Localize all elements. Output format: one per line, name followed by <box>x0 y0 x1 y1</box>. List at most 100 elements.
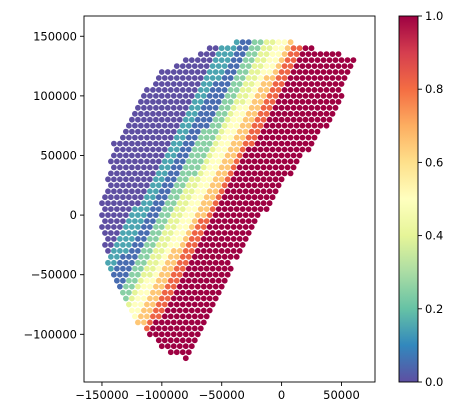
scatter-point <box>117 248 123 254</box>
scatter-point <box>194 283 201 290</box>
scatter-point <box>209 265 216 272</box>
scatter-point <box>153 164 159 171</box>
scatter-point <box>138 122 144 129</box>
scatter-point <box>164 259 171 266</box>
scatter-point <box>206 69 213 75</box>
scatter-point <box>203 122 210 129</box>
scatter-point <box>218 152 225 159</box>
scatter-point <box>254 140 261 147</box>
scatter-point <box>179 242 186 248</box>
scatter-point <box>179 313 186 320</box>
scatter-point <box>135 104 141 111</box>
scatter-point <box>293 87 300 93</box>
scatter-point <box>245 51 252 57</box>
scatter-point <box>248 212 255 219</box>
scatter-point <box>245 134 252 141</box>
scatter-point <box>239 242 246 248</box>
scatter-point <box>170 248 177 254</box>
scatter-point <box>161 253 168 260</box>
scatter-point <box>138 182 144 189</box>
scatter-point <box>329 87 336 93</box>
scatter-point <box>314 116 321 123</box>
scatter-point <box>215 63 222 69</box>
scatter-point <box>153 188 159 195</box>
scatter-point <box>191 289 198 296</box>
scatter-point <box>239 146 246 153</box>
scatter-point <box>185 218 192 225</box>
scatter-point <box>248 152 255 159</box>
scatter-point <box>105 259 111 266</box>
scatter-point <box>215 194 222 201</box>
scatter-point <box>161 218 168 225</box>
scatter-point <box>191 170 198 177</box>
scatter-point <box>158 343 165 350</box>
scatter-point <box>105 176 111 183</box>
scatter-point <box>278 69 285 75</box>
scatter-point <box>182 164 189 171</box>
scatter-point <box>132 146 138 153</box>
scatter-point <box>272 57 279 63</box>
scatter-point <box>182 283 189 290</box>
scatter-point <box>179 146 186 153</box>
scatter-point <box>191 63 198 69</box>
scatter-point <box>206 236 213 242</box>
scatter-point <box>227 194 234 201</box>
scatter-point <box>236 116 243 123</box>
scatter-point <box>263 182 270 189</box>
scatter-point <box>153 307 159 314</box>
scatter-point <box>299 87 306 93</box>
scatter-point <box>132 289 138 296</box>
scatter-point <box>135 236 141 242</box>
scatter-point <box>263 63 270 69</box>
scatter-point <box>236 45 243 52</box>
scatter-point <box>114 158 120 165</box>
scatter-point <box>176 93 183 99</box>
scatter-point <box>147 236 153 242</box>
scatter-point <box>185 170 192 177</box>
scatter-point <box>197 242 204 248</box>
scatter-point <box>239 170 246 177</box>
scatter-point <box>215 289 222 296</box>
scatter-point <box>200 307 207 314</box>
scatter-point <box>224 212 231 219</box>
scatter-point <box>248 57 255 63</box>
scatter-point <box>191 253 198 260</box>
scatter-point <box>176 259 183 266</box>
scatter-point <box>185 230 192 236</box>
scatter-point <box>185 337 192 344</box>
scatter-point <box>123 140 129 147</box>
scatter-point <box>164 69 171 75</box>
scatter-point <box>209 206 216 213</box>
scatter-point <box>254 81 261 87</box>
scatter-point <box>179 337 186 344</box>
scatter-point <box>185 98 192 105</box>
scatter-point <box>197 98 204 105</box>
scatter-point <box>311 122 318 129</box>
scatter-point <box>230 116 237 123</box>
scatter-point <box>141 188 147 195</box>
scatter-point <box>167 98 174 105</box>
scatter-point <box>206 224 213 230</box>
scatter-point <box>155 87 162 93</box>
scatter-point <box>120 230 126 236</box>
scatter-point <box>269 182 276 189</box>
scatter-point <box>308 128 315 135</box>
scatter-point <box>153 331 159 338</box>
scatter-point <box>108 242 114 248</box>
scatter-point <box>251 134 258 141</box>
scatter-point <box>188 104 195 111</box>
scatter-point <box>266 69 273 75</box>
scatter-point <box>230 188 237 195</box>
scatter-point <box>167 253 174 260</box>
scatter-point <box>206 259 213 266</box>
scatter-point <box>158 164 165 171</box>
scatter-point <box>129 295 135 302</box>
scatter-point <box>275 158 282 165</box>
scatter-point <box>147 248 153 254</box>
scatter-point <box>212 236 219 242</box>
scatter-point <box>230 176 237 183</box>
scatter-point <box>218 283 225 290</box>
scatter-point <box>188 81 195 87</box>
scatter-point <box>233 75 240 81</box>
scatter-point <box>230 81 237 87</box>
